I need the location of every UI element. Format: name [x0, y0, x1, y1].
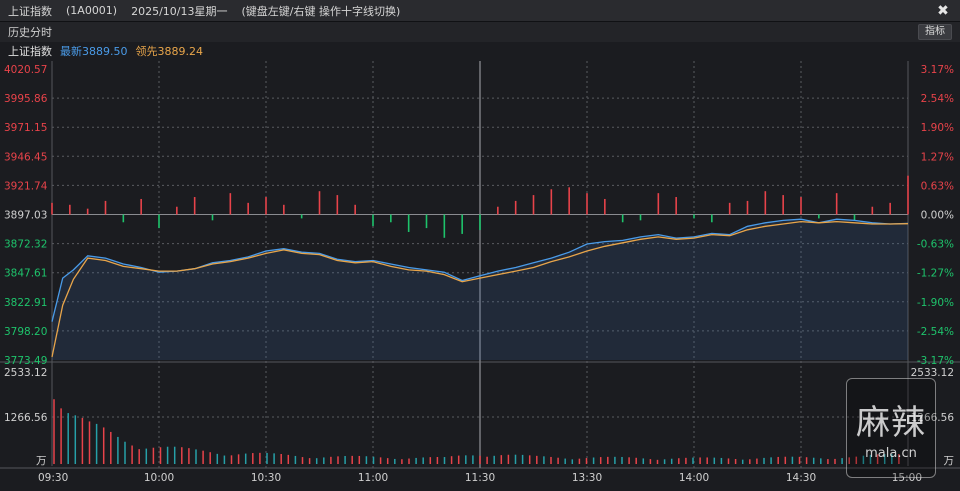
x-tick-label: 13:30 — [572, 472, 602, 484]
intraday-chart[interactable]: 4020.57 3.17% 3995.86 2.54% 3971.15 1.90% 3946… — [0, 60, 960, 491]
pct-axis-label: -2.54% — [917, 326, 954, 338]
legend-leading: 领先3889.24 — [135, 45, 204, 58]
volume-axis-label-right: 1266.56 — [911, 412, 955, 424]
x-tick-label: 11:30 — [465, 472, 495, 484]
price-axis-label: 3971.15 — [4, 122, 47, 134]
watermark-small-text: mala.cn — [865, 446, 917, 461]
title-keyboard-hint: (键盘左键/右键 操作十字线切换) — [241, 4, 401, 18]
watermark-logo: 麻辣 mala.cn — [846, 378, 936, 478]
close-button[interactable]: ✖ — [937, 3, 949, 19]
window-titlebar: 上证指数 (1A0001) 2025/10/13星期一 (键盘左键/右键 操作十… — [0, 0, 960, 22]
x-tick-label: 09:30 — [38, 472, 68, 484]
x-tick-label: 14:30 — [786, 472, 816, 484]
legend-latest: 最新3889.50 — [60, 45, 128, 58]
price-axis-label: 3847.61 — [4, 268, 47, 280]
price-axis-label: 3773.49 — [4, 355, 47, 367]
x-tick-label: 15:00 — [892, 472, 922, 484]
tab-history-intraday[interactable]: 历史分时 — [8, 26, 52, 39]
volume-axis-label: 万 — [36, 455, 47, 467]
title-date: 2025/10/13星期一 — [131, 4, 228, 18]
title-index-name: 上证指数 — [8, 4, 52, 18]
price-axis-label: 3872.32 — [4, 239, 47, 251]
price-axis-label: 3921.74 — [4, 180, 48, 192]
price-axis-label: 3946.45 — [4, 151, 47, 163]
x-tick-label: 14:00 — [679, 472, 709, 484]
price-axis-label: 3995.86 — [4, 93, 48, 105]
pct-axis-label: -1.90% — [917, 297, 954, 309]
price-area-fill — [52, 219, 908, 360]
pct-axis-label: 2.54% — [921, 93, 954, 105]
x-tick-label: 10:00 — [144, 472, 174, 484]
toolbar: 历史分时 指标 — [0, 22, 960, 42]
price-axis-label: 4020.57 — [4, 64, 47, 76]
price-axis-label: 3798.20 — [4, 326, 47, 338]
watermark-big-text: 麻辣 — [856, 403, 926, 443]
pct-axis-label: 1.27% — [921, 151, 954, 163]
volume-axis-label-right: 万 — [944, 455, 955, 467]
price-axis-label: 3897.03 — [4, 210, 47, 222]
pct-axis-label: 3.17% — [921, 64, 954, 76]
x-tick-label: 10:30 — [251, 472, 281, 484]
title-index-code: (1A0001) — [66, 4, 118, 17]
pct-axis-label: 1.90% — [921, 122, 954, 134]
pct-axis-label: 0.00% — [921, 210, 954, 222]
volume-axis-label-right: 2533.12 — [911, 367, 954, 379]
leading-price-line — [51, 220, 909, 358]
pct-axis-label: -1.27% — [917, 268, 954, 280]
pct-axis-label: -0.63% — [917, 239, 954, 251]
price-axis-label: 3822.91 — [4, 297, 47, 309]
x-tick-label: 11:00 — [358, 472, 388, 484]
legend-index-name: 上证指数 — [8, 45, 52, 58]
volume-axis-label: 1266.56 — [4, 412, 48, 424]
pct-axis-label: 0.63% — [921, 180, 954, 192]
volume-axis-label: 2533.12 — [4, 367, 47, 379]
pct-axis-label: -3.17% — [917, 355, 954, 367]
indicator-button[interactable]: 指标 — [918, 24, 952, 40]
chart-legend: 上证指数 最新3889.50 领先3889.24 — [0, 42, 960, 60]
